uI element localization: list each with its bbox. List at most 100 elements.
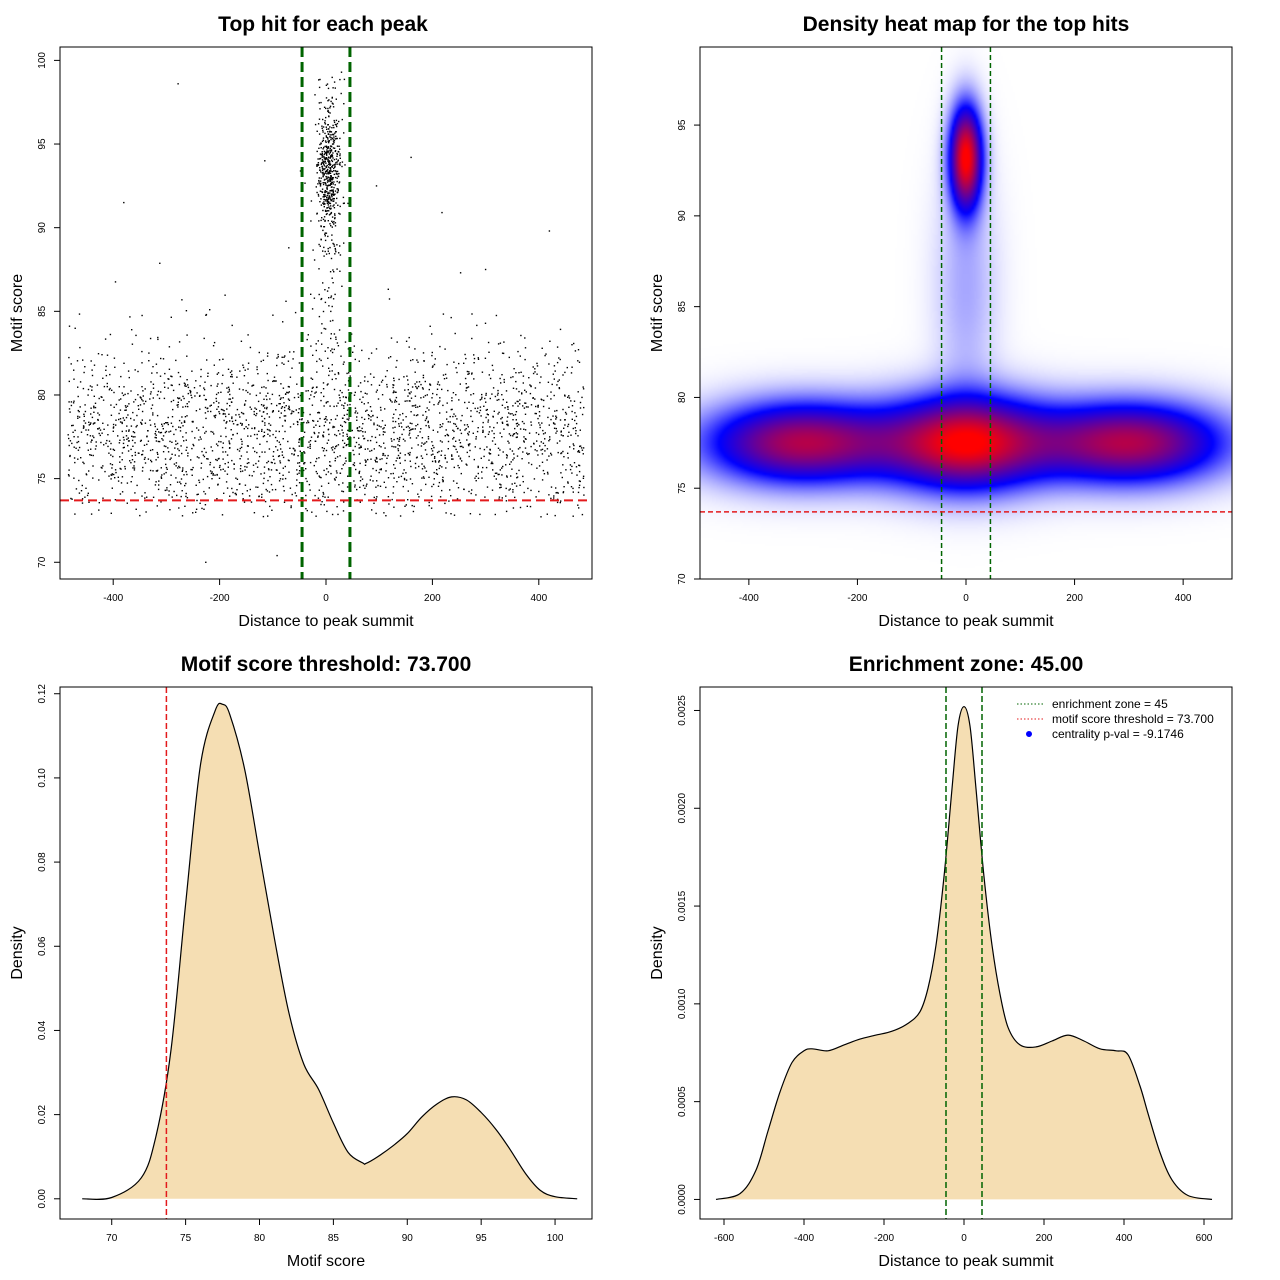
data-point <box>455 394 457 396</box>
data-point <box>509 488 511 490</box>
data-point <box>330 149 333 151</box>
data-point <box>556 501 559 504</box>
y-tick-label: 0.0020 <box>677 793 688 824</box>
data-point <box>459 442 462 444</box>
data-point <box>555 416 558 419</box>
data-point <box>327 159 329 161</box>
data-point <box>330 211 333 214</box>
data-point <box>163 423 165 425</box>
data-point <box>91 374 94 377</box>
data-point <box>334 457 337 460</box>
data-point <box>343 407 345 409</box>
data-point <box>227 391 229 393</box>
data-point <box>67 434 69 436</box>
data-point <box>364 493 366 496</box>
data-point <box>68 356 70 359</box>
data-point <box>367 402 369 404</box>
data-point <box>548 455 550 457</box>
data-point <box>463 362 465 364</box>
data-point <box>185 482 187 485</box>
data-point <box>338 182 340 184</box>
data-point <box>103 444 105 446</box>
data-point <box>338 145 340 147</box>
data-point <box>378 471 380 474</box>
data-point <box>323 165 326 167</box>
data-point <box>391 440 393 442</box>
data-point <box>329 422 331 424</box>
data-point <box>368 415 370 417</box>
data-point <box>343 103 345 105</box>
data-point <box>524 429 527 431</box>
data-point <box>176 442 179 445</box>
data-point <box>506 420 508 422</box>
data-point <box>222 412 225 415</box>
data-point <box>404 459 406 462</box>
data-point <box>299 450 301 452</box>
data-point <box>395 460 397 462</box>
data-point <box>560 452 563 454</box>
data-point <box>431 485 433 488</box>
data-point <box>324 172 327 174</box>
data-point <box>320 359 322 362</box>
x-tick-label: 600 <box>1196 1233 1213 1244</box>
data-point <box>241 470 244 472</box>
data-point <box>477 465 479 468</box>
data-point <box>181 515 184 517</box>
data-point <box>283 356 285 358</box>
data-point <box>231 373 233 376</box>
data-point <box>298 482 301 484</box>
data-point <box>289 351 291 353</box>
data-point <box>269 398 271 400</box>
data-point <box>482 431 484 433</box>
data-point <box>528 377 530 379</box>
data-point <box>524 358 526 361</box>
data-point <box>538 411 541 413</box>
data-point <box>333 271 335 273</box>
data-point <box>465 389 467 392</box>
data-point <box>157 440 160 443</box>
data-point <box>215 443 218 445</box>
data-point <box>327 220 329 222</box>
data-point <box>172 399 175 402</box>
data-point <box>441 211 443 214</box>
data-point <box>333 405 335 408</box>
data-point <box>218 411 220 413</box>
data-point <box>195 410 198 412</box>
data-point <box>307 390 309 392</box>
data-point <box>581 513 584 516</box>
data-point <box>339 270 341 272</box>
data-point <box>468 490 470 493</box>
data-point <box>171 453 173 455</box>
data-point <box>510 475 512 477</box>
data-point <box>118 418 120 421</box>
data-point <box>195 380 197 382</box>
data-point <box>209 464 211 466</box>
data-point <box>451 458 453 460</box>
data-point <box>239 422 242 424</box>
data-point <box>307 421 310 424</box>
data-point <box>324 151 327 154</box>
data-point <box>336 170 339 173</box>
data-point <box>497 392 499 394</box>
data-point <box>405 504 407 506</box>
data-point <box>503 378 505 381</box>
data-point <box>393 384 395 386</box>
heatmap-marks <box>700 47 1232 579</box>
data-point <box>472 393 475 395</box>
data-point <box>577 504 579 506</box>
data-point <box>458 399 460 401</box>
data-point <box>329 167 332 169</box>
data-point <box>127 450 130 452</box>
data-point <box>177 397 179 399</box>
data-point <box>547 416 549 419</box>
data-point <box>182 436 184 438</box>
data-point <box>330 138 332 141</box>
data-point <box>578 450 580 452</box>
data-point <box>274 488 277 491</box>
data-point <box>127 414 129 416</box>
data-point <box>339 164 341 166</box>
data-point <box>133 419 135 421</box>
data-point <box>242 366 245 369</box>
data-point <box>498 398 500 401</box>
data-point <box>278 430 280 433</box>
